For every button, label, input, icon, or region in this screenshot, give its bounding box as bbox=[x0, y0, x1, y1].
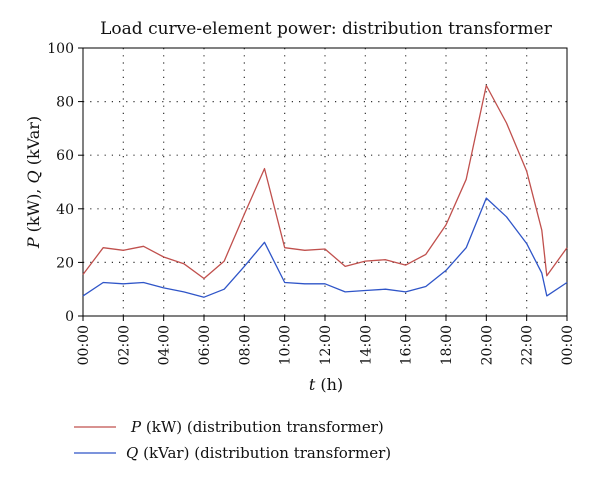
series-line-p bbox=[82, 84, 568, 280]
series-lines bbox=[82, 84, 568, 298]
x-tick-label: 12:00 bbox=[318, 325, 334, 365]
series-line-q bbox=[82, 197, 568, 298]
x-axis-label: t (h) bbox=[309, 375, 343, 394]
y-tick-label: 0 bbox=[65, 309, 74, 325]
y-axis-ticks: 0 20 40 60 80 100 bbox=[47, 41, 83, 325]
x-tick-label: 02:00 bbox=[116, 325, 132, 365]
x-tick-label: 10:00 bbox=[278, 325, 294, 365]
x-tick-label: 22:00 bbox=[520, 325, 536, 365]
plot-frame bbox=[82, 47, 568, 317]
y-tick-label: 20 bbox=[56, 255, 74, 271]
x-tick-label: 18:00 bbox=[439, 325, 455, 365]
legend-label-p: P (kW) (distribution transformer) bbox=[130, 418, 384, 436]
y-tick-label: 60 bbox=[56, 148, 74, 164]
x-tick-label: 04:00 bbox=[157, 325, 173, 365]
x-axis-ticks: 00:00 02:00 04:00 06:00 08:00 10:00 12:00 14:00… bbox=[76, 316, 576, 365]
legend-label-q: Q (kVar) (distribution transformer) bbox=[126, 444, 391, 462]
x-tick-label: 20:00 bbox=[479, 325, 495, 365]
legend: P (kW) (distribution transformer) Q (kVa… bbox=[74, 418, 391, 462]
chart-title: Load curve-element power: distribution t… bbox=[100, 19, 553, 39]
x-tick-label: 08:00 bbox=[237, 325, 253, 365]
x-tick-label: 16:00 bbox=[399, 325, 415, 365]
y-tick-label: 80 bbox=[56, 95, 74, 111]
y-tick-label: 40 bbox=[56, 202, 74, 218]
y-tick-label: 100 bbox=[47, 41, 74, 57]
x-tick-label: 00:00 bbox=[560, 325, 576, 365]
y-axis-label: P (kW), Q (kVar) bbox=[24, 116, 43, 249]
x-tick-label: 06:00 bbox=[197, 325, 213, 365]
x-tick-label: 00:00 bbox=[76, 325, 92, 365]
grid-lines bbox=[83, 48, 567, 316]
x-tick-label: 14:00 bbox=[358, 325, 374, 365]
